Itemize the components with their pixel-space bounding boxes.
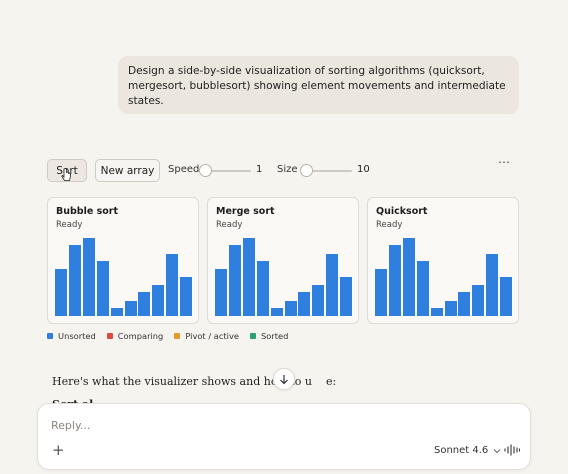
panel-status: Ready [56,220,83,230]
quicksort-panel: Quicksort Ready [367,197,519,324]
more-horizontal-icon[interactable]: ⋯ [498,155,511,169]
legend-label: Sorted [260,331,289,341]
array-bar [500,277,513,316]
legend-item-pivot: Pivot / active [174,331,239,341]
legend: Unsorted Comparing Pivot / active Sorted [47,330,299,342]
arrow-down-icon [280,374,288,384]
array-bar [180,277,193,316]
legend-item-sorted: Sorted [249,331,289,341]
array-bar [152,285,165,316]
top-spacer [0,0,568,40]
array-bar [166,254,179,316]
panel-title: Merge sort [216,206,275,217]
array-bar [430,308,443,316]
legend-item-unsorted: Unsorted [47,331,96,341]
panel-status: Ready [216,220,243,230]
legend-swatch [106,333,113,339]
legend-swatch [249,333,256,339]
speed-value: 1 [256,164,263,175]
model-name: Sonnet 4.6 [434,445,489,456]
speed-slider-thumb[interactable] [199,164,212,177]
array-bar [68,245,81,316]
speed-slider-track[interactable] [200,170,251,172]
array-bar [256,261,269,316]
merge-sort-panel: Merge sort Ready [207,197,359,324]
bars-container [375,232,513,316]
array-bar [96,261,109,316]
new-array-button[interactable]: New array [95,159,160,182]
array-bar [298,292,311,316]
bubble-sort-panel: Bubble sort Ready [47,197,199,324]
speed-label: Speed [168,164,200,175]
array-bar [110,308,123,316]
array-bar [326,254,339,316]
size-value: 10 [357,164,370,175]
size-slider-track[interactable] [301,170,352,172]
bars-container [55,232,193,316]
bars-container [215,232,353,316]
array-bar [416,261,429,316]
array-bar [55,269,67,316]
reply-composer: Reply... + Sonnet 4.6 [37,403,531,470]
size-slider-thumb[interactable] [300,164,313,177]
array-bar [228,245,241,316]
model-selector[interactable]: Sonnet 4.6 [434,445,501,456]
panel-title: Bubble sort [56,206,119,217]
array-bar [82,238,95,316]
array-bar [472,285,485,316]
array-bar [486,254,499,316]
array-bar [402,238,415,316]
array-bar [388,245,401,316]
sort-button[interactable]: Sort [47,159,87,182]
panel-title: Quicksort [376,206,428,217]
array-bar [242,238,255,316]
pointer-cursor-icon [61,168,71,181]
array-bar [340,277,353,316]
array-bar [312,285,325,316]
assistant-text-tail: e: [325,375,337,388]
array-bar [270,308,283,316]
reply-input[interactable]: Reply... [51,419,91,432]
size-label: Size [277,164,298,175]
array-bar [458,292,471,316]
array-bar [138,292,151,316]
array-bar [284,301,297,316]
plus-icon[interactable]: + [52,441,65,459]
panel-status: Ready [376,220,403,230]
assistant-text: Here's what the visualizer shows and how… [52,375,312,388]
array-bar [444,301,457,316]
legend-swatch [174,333,181,339]
legend-item-comparing: Comparing [106,331,164,341]
assistant-response-line: Here's what the visualizer shows and how… [52,375,336,388]
legend-label: Unsorted [58,331,96,341]
legend-label: Pivot / active [185,331,239,341]
voice-waveform-icon[interactable] [504,444,520,456]
user-message: Design a side-by-side visualization of s… [118,56,519,114]
array-bar [124,301,137,316]
chevron-down-icon [493,448,501,453]
array-bar [215,269,227,316]
controls-row: Sort New array Speed 1 Size 10 [47,159,517,183]
legend-swatch [47,333,53,339]
legend-label: Comparing [117,331,164,341]
scroll-down-button[interactable] [273,368,295,390]
array-bar [375,269,387,316]
